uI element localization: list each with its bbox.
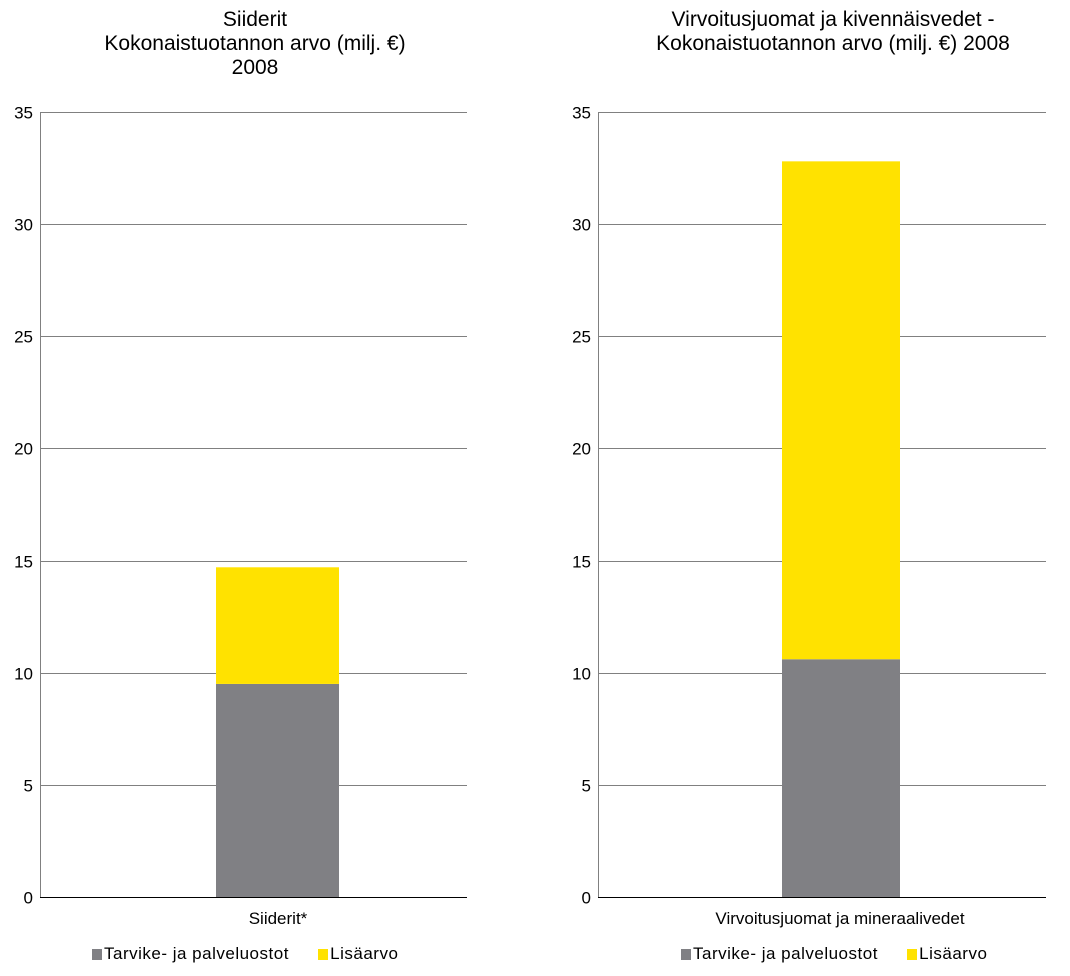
chart-1-ytick-5: 5 xyxy=(24,777,33,796)
chart-2-legend-item-tarvike: Tarvike- ja palveluostot xyxy=(681,944,878,964)
chart-2-legend-label-tarvike: Tarvike- ja palveluostot xyxy=(693,944,878,963)
chart-2-legend-swatch-lisaarvo xyxy=(907,949,918,960)
chart-2-bar-tarvike xyxy=(782,659,900,897)
chart-1-legend-label-tarvike: Tarvike- ja palveluostot xyxy=(104,944,289,963)
chart-1-legend-swatch-lisaarvo xyxy=(318,949,329,960)
chart-2-title-line-1: Virvoitusjuomat ja kivennäisvedet - xyxy=(671,8,995,31)
chart-1-ytick-15: 15 xyxy=(14,553,33,572)
chart-1-ytick-20: 20 xyxy=(14,440,33,459)
chart-1-legend-item-tarvike: Tarvike- ja palveluostot xyxy=(92,944,289,964)
chart-2-ytick-5: 5 xyxy=(582,777,591,796)
chart-1-legend-item-lisaarvo: Lisäarvo xyxy=(318,944,398,964)
chart-1-bar-tarvike xyxy=(216,683,339,897)
chart-2-ytick-0: 0 xyxy=(582,889,591,908)
chart-1-legend-label-lisaarvo: Lisäarvo xyxy=(330,944,399,963)
chart-1-legend: Tarvike- ja palveluostot Lisäarvo xyxy=(92,944,422,964)
chart-1-ytick-25: 25 xyxy=(14,328,33,347)
chart-1-bar-lisaarvo xyxy=(216,567,339,684)
chart-2-legend-item-lisaarvo: Lisäarvo xyxy=(907,944,987,964)
chart-1-ytick-0: 0 xyxy=(24,889,33,908)
chart-2-bar-lisaarvo xyxy=(782,161,900,660)
chart-2-ytick-35: 35 xyxy=(572,104,591,123)
chart-2-legend-label-lisaarvo: Lisäarvo xyxy=(919,944,988,963)
chart-1-legend-swatch-tarvike xyxy=(92,949,102,960)
chart-1-title: Siiderit Kokonaistuotannon arvo (milj. €… xyxy=(40,8,470,80)
chart-2-ytick-15: 15 xyxy=(572,553,591,572)
chart-2-ytick-25: 25 xyxy=(572,328,591,347)
chart-2-title-line-2: Kokonaistuotannon arvo (milj. €) 2008 xyxy=(656,32,1010,55)
chart-2-ytick-20: 20 xyxy=(572,440,591,459)
chart-2-ytick-30: 30 xyxy=(572,216,591,235)
chart-1-title-line-3: 2008 xyxy=(231,56,279,79)
chart-2-title: Virvoitusjuomat ja kivennäisvedet - Koko… xyxy=(598,8,1068,56)
chart-2-legend: Tarvike- ja palveluostot Lisäarvo xyxy=(681,944,1011,964)
chart-2-legend-swatch-tarvike xyxy=(681,949,691,960)
chart-1-ytick-10: 10 xyxy=(14,665,33,684)
chart-2-ytick-10: 10 xyxy=(572,665,591,684)
chart-1-title-line-1: Siiderit xyxy=(222,8,288,31)
chart-1-category-label: Siiderit* xyxy=(249,909,308,928)
chart-1-ytick-30: 30 xyxy=(14,216,33,235)
chart-2-category-label: Virvoitusjuomat ja mineraalivedet xyxy=(715,909,964,928)
chart-1-ytick-35: 35 xyxy=(14,104,33,123)
chart-1-title-line-2: Kokonaistuotannon arvo (milj. €) xyxy=(104,32,406,55)
